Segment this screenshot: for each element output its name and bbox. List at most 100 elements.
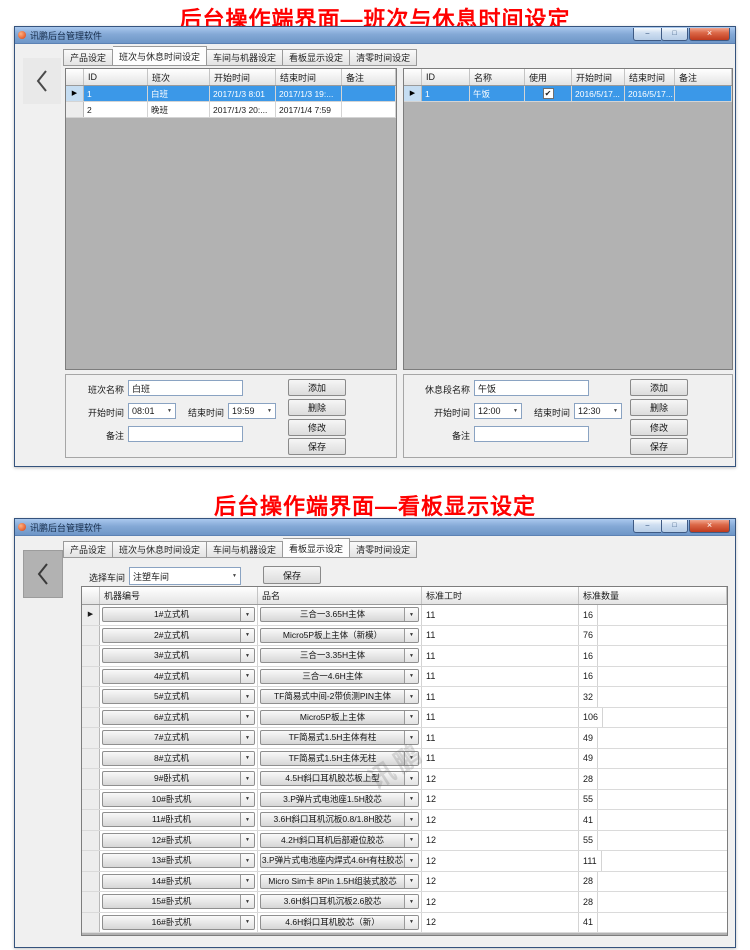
row-selector[interactable]: ▶ bbox=[82, 605, 100, 625]
workshop-select[interactable]: 注塑车间 ▼ bbox=[129, 567, 241, 585]
row-selector[interactable] bbox=[82, 912, 100, 932]
row-selector[interactable] bbox=[66, 102, 84, 117]
shift-row[interactable]: ▶ 1 白班 2017/1/3 8:01 2017/1/3 19:... bbox=[66, 86, 396, 102]
product-combo[interactable]: 三合一3.35H主体 ▼ bbox=[260, 648, 419, 664]
row-selector[interactable] bbox=[82, 769, 100, 789]
close-button[interactable]: × bbox=[689, 519, 730, 533]
rest-end-combo[interactable]: 12:30 ▼ bbox=[574, 403, 622, 419]
machine-row: 11#卧式机 ▼ 3.6H斜口耳机沉板0.8/1.8H胶芯 ▼ 12 41 bbox=[82, 810, 727, 831]
product-combo[interactable]: Micro5P板上主体 ▼ bbox=[260, 709, 419, 725]
machine-combo[interactable]: 4#立式机 ▼ bbox=[102, 668, 255, 684]
maximize-button[interactable]: □ bbox=[661, 27, 688, 41]
cell: 午饭 bbox=[470, 86, 525, 101]
product-combo[interactable]: 三合一3.65H主体 ▼ bbox=[260, 607, 419, 623]
product-combo[interactable]: 3.P弹片式电池座内焊式4.6H有柱胶芯 ▼ bbox=[260, 853, 419, 869]
rest-note-input[interactable] bbox=[474, 426, 589, 442]
row-selector[interactable] bbox=[82, 625, 100, 645]
row-selector[interactable] bbox=[82, 892, 100, 912]
tab-4[interactable]: 看板显示设定 bbox=[283, 538, 351, 558]
machine-combo[interactable]: 11#卧式机 ▼ bbox=[102, 812, 255, 828]
product-combo[interactable]: 4.5H斜口耳机胶芯板上型 ▼ bbox=[260, 771, 419, 787]
tab-4[interactable]: 看板显示设定 bbox=[283, 49, 351, 66]
row-selector[interactable] bbox=[82, 871, 100, 891]
titlebar[interactable]: 讯鹏后台管理软件 – □ × bbox=[15, 27, 735, 44]
rest-name-input[interactable]: 午饭 bbox=[474, 380, 589, 396]
machine-combo[interactable]: 14#卧式机 ▼ bbox=[102, 873, 255, 889]
product-combo[interactable]: 4.2H斜口耳机后部避位胶芯 ▼ bbox=[260, 832, 419, 848]
titlebar[interactable]: 讯鹏后台管理软件 – □ × bbox=[15, 519, 735, 536]
tab-1[interactable]: 产品设定 bbox=[63, 541, 114, 558]
product-combo[interactable]: 3.6H斜口耳机沉板0.8/1.8H胶芯 ▼ bbox=[260, 812, 419, 828]
rest-start-combo[interactable]: 12:00 ▼ bbox=[474, 403, 522, 419]
row-selector[interactable] bbox=[82, 728, 100, 748]
row-selector[interactable] bbox=[82, 810, 100, 830]
row-selector[interactable]: ▶ bbox=[66, 86, 84, 101]
cell: ✔ bbox=[525, 86, 572, 101]
machine-combo[interactable]: 8#立式机 ▼ bbox=[102, 750, 255, 766]
workshop-save-button[interactable]: 保存 bbox=[263, 566, 321, 584]
row-selector[interactable] bbox=[82, 687, 100, 707]
machine-combo[interactable]: 9#卧式机 ▼ bbox=[102, 771, 255, 787]
rest-row[interactable]: ▶ 1 午饭 ✔ 2016/5/17... 2016/5/17... bbox=[404, 86, 732, 102]
shift-add-button[interactable]: 添加 bbox=[288, 379, 346, 396]
row-selector[interactable] bbox=[82, 830, 100, 850]
back-button[interactable] bbox=[23, 550, 63, 598]
row-selector[interactable] bbox=[82, 646, 100, 666]
product-combo[interactable]: 3.P弹片式电池座1.5H胶芯 ▼ bbox=[260, 791, 419, 807]
row-selector[interactable] bbox=[82, 851, 100, 871]
row-selector[interactable] bbox=[82, 707, 100, 727]
machine-combo[interactable]: 12#卧式机 ▼ bbox=[102, 832, 255, 848]
tab-1[interactable]: 产品设定 bbox=[63, 49, 114, 66]
shift-save-button[interactable]: 保存 bbox=[288, 438, 346, 455]
minimize-button[interactable]: – bbox=[633, 519, 661, 533]
product-combo[interactable]: 3.6H斜口耳机沉板2.6胶芯 ▼ bbox=[260, 894, 419, 910]
cell: 49 bbox=[579, 728, 599, 748]
row-pointer-icon: ▶ bbox=[87, 611, 94, 619]
tab-3[interactable]: 车间与机器设定 bbox=[207, 541, 284, 558]
shift-delete-button[interactable]: 删除 bbox=[288, 399, 346, 416]
shift-row[interactable]: 2 晚班 2017/1/3 20:... 2017/1/4 7:59 bbox=[66, 102, 396, 118]
rest-modify-button[interactable]: 修改 bbox=[630, 419, 688, 436]
machine-combo[interactable]: 13#卧式机 ▼ bbox=[102, 853, 255, 869]
row-selector[interactable] bbox=[82, 789, 100, 809]
machine-combo[interactable]: 1#立式机 ▼ bbox=[102, 607, 255, 623]
close-button[interactable]: × bbox=[689, 27, 730, 41]
product-combo[interactable]: Micro5P板上主体（新模） ▼ bbox=[260, 627, 419, 643]
product-combo[interactable]: TF简易式1.5H主体无柱 ▼ bbox=[260, 750, 419, 766]
shift-modify-button[interactable]: 修改 bbox=[288, 419, 346, 436]
minimize-button[interactable]: – bbox=[633, 27, 661, 41]
rest-add-button[interactable]: 添加 bbox=[630, 379, 688, 396]
machine-combo[interactable]: 3#立式机 ▼ bbox=[102, 648, 255, 664]
tab-2[interactable]: 班次与休息时间设定 bbox=[113, 46, 208, 66]
machine-combo[interactable]: 7#立式机 ▼ bbox=[102, 730, 255, 746]
row-selector[interactable]: ▶ bbox=[404, 86, 422, 101]
tab-5[interactable]: 清零时间设定 bbox=[350, 541, 418, 558]
product-combo[interactable]: TF简易式1.5H主体有柱 ▼ bbox=[260, 730, 419, 746]
product-combo[interactable]: Micro Sim卡 8Pin 1.5H组装式胶芯 ▼ bbox=[260, 873, 419, 889]
machine-combo[interactable]: 6#立式机 ▼ bbox=[102, 709, 255, 725]
shift-start-combo[interactable]: 08:01 ▼ bbox=[128, 403, 176, 419]
row-selector[interactable] bbox=[82, 666, 100, 686]
rest-save-button[interactable]: 保存 bbox=[630, 438, 688, 455]
machine-combo[interactable]: 10#卧式机 ▼ bbox=[102, 791, 255, 807]
machine-combo[interactable]: 15#卧式机 ▼ bbox=[102, 894, 255, 910]
shift-note-input[interactable] bbox=[128, 426, 243, 442]
shift-name-input[interactable]: 白班 bbox=[128, 380, 243, 396]
row-selector[interactable] bbox=[82, 748, 100, 768]
machine-combo[interactable]: 5#立式机 ▼ bbox=[102, 689, 255, 705]
maximize-button[interactable]: □ bbox=[661, 519, 688, 533]
tab-3[interactable]: 车间与机器设定 bbox=[207, 49, 284, 66]
rest-delete-button[interactable]: 删除 bbox=[630, 399, 688, 416]
tab-2[interactable]: 班次与休息时间设定 bbox=[113, 541, 208, 558]
product-combo[interactable]: TF简易式中间-2带侦测PIN主体 ▼ bbox=[260, 689, 419, 705]
product-combo[interactable]: 4.6H斜口耳机胶芯（新） ▼ bbox=[260, 914, 419, 930]
back-button[interactable] bbox=[23, 58, 61, 104]
cell: 12 bbox=[422, 830, 579, 850]
tab-5[interactable]: 清零时间设定 bbox=[350, 49, 418, 66]
shift-end-combo[interactable]: 19:59 ▼ bbox=[228, 403, 276, 419]
product-combo[interactable]: 三合一4.6H主体 ▼ bbox=[260, 668, 419, 684]
checkbox[interactable]: ✔ bbox=[542, 88, 554, 99]
machine-combo[interactable]: 2#立式机 ▼ bbox=[102, 627, 255, 643]
machine-combo[interactable]: 16#卧式机 ▼ bbox=[102, 914, 255, 930]
cell: 28 bbox=[579, 892, 599, 912]
